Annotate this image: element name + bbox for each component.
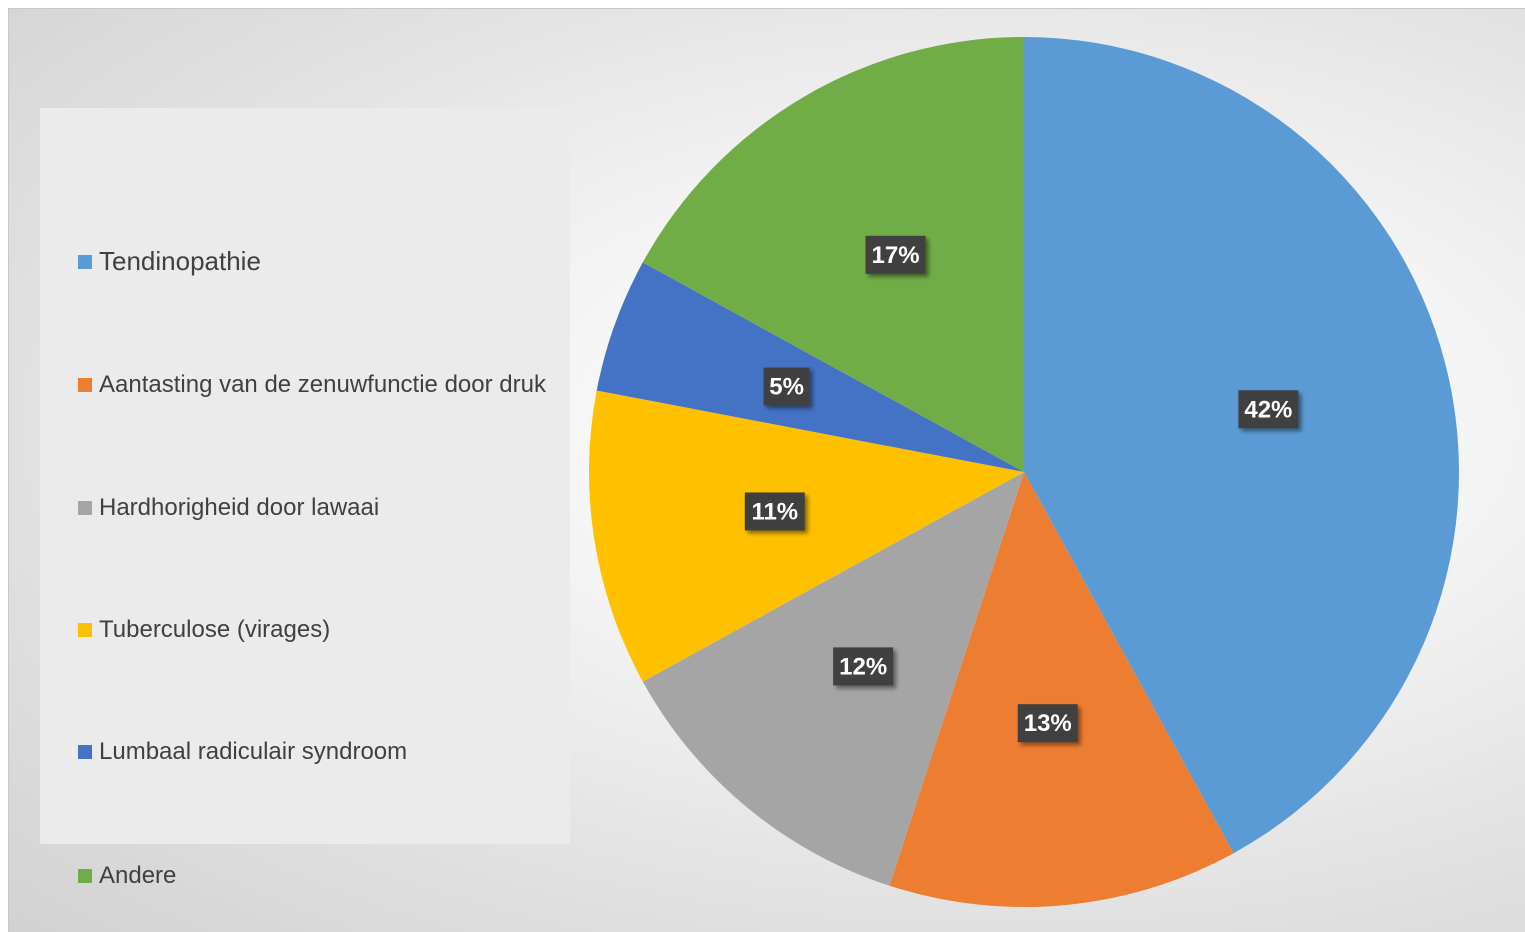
data-label: 5%	[763, 367, 810, 406]
legend-item-hardhorigheid: Hardhorigheid door lawaai	[78, 492, 548, 523]
data-label: 11%	[744, 492, 805, 531]
legend-item-andere: Andere	[78, 860, 548, 891]
data-label-box	[1017, 704, 1078, 743]
legend-item-tendinopathie: Tendinopathie	[78, 246, 548, 277]
data-label-text: 12%	[839, 653, 887, 680]
legend-label: Tendinopathie	[99, 246, 261, 276]
legend-swatch	[78, 623, 92, 637]
slice-zenuwfunctie	[889, 472, 1234, 908]
legend: Tendinopathie Aantasting van de zenuwfun…	[40, 108, 570, 889]
data-label-text: 11%	[751, 498, 798, 525]
legend-item-lumbaal: Lumbaal radiculair syndroom	[78, 736, 548, 767]
data-label-box	[744, 492, 805, 531]
slice-lumbaal	[596, 262, 1024, 472]
slice-andere	[642, 37, 1024, 472]
data-label: 42%	[1238, 390, 1299, 429]
legend-label: Tuberculose (virages)	[99, 616, 331, 643]
legend-label: Aantasting van de zenuwfunctie door druk	[99, 371, 546, 398]
data-label-box	[1238, 390, 1299, 429]
legend-swatch	[78, 255, 92, 269]
legend-item-zenuwfunctie: Aantasting van de zenuwfunctie door druk	[78, 369, 548, 400]
data-label: 13%	[1017, 704, 1078, 743]
legend-label: Andere	[99, 862, 177, 889]
legend-swatch	[78, 869, 92, 883]
data-label-box	[833, 647, 894, 686]
legend-item-tuberculose: Tuberculose (virages)	[78, 614, 548, 645]
legend-swatch	[78, 378, 92, 392]
slice-tuberculose	[589, 390, 1024, 682]
slice-tendinopathie	[1024, 37, 1459, 854]
legend-label: Lumbaal radiculair syndroom	[99, 738, 408, 765]
data-label: 17%	[865, 235, 926, 274]
legend-label: Hardhorigheid door lawaai	[99, 494, 380, 521]
legend-swatch	[78, 501, 92, 515]
legend-swatch	[78, 745, 92, 759]
data-label-box	[763, 367, 810, 406]
data-label: 12%	[833, 647, 894, 686]
data-label-text: 13%	[1024, 710, 1072, 737]
data-label-box	[865, 235, 926, 274]
data-label-text: 5%	[769, 374, 804, 401]
data-label-text: 17%	[872, 242, 920, 269]
data-label-text: 42%	[1244, 396, 1292, 423]
